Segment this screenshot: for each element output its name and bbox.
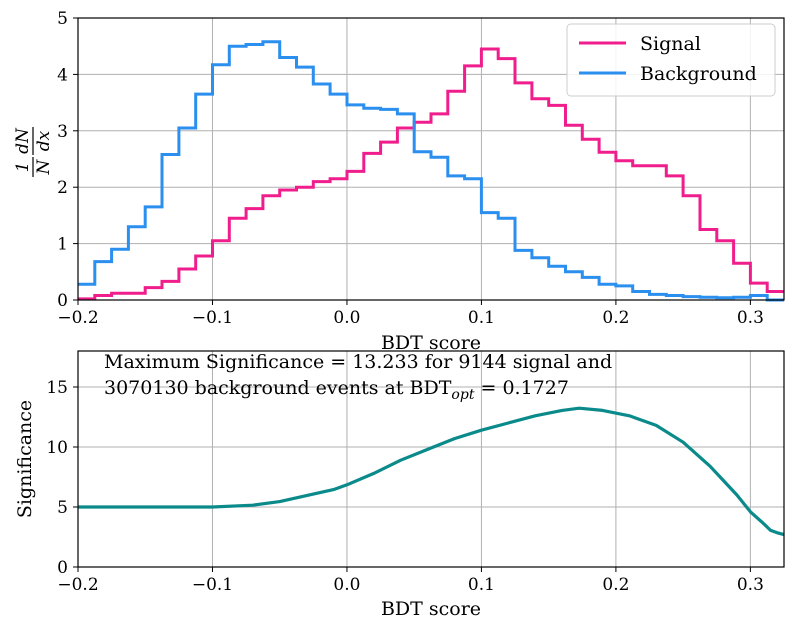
bottom-y-ticks: 0 5 10 15	[46, 378, 78, 578]
legend: Signal Background	[566, 23, 776, 97]
bottom-ytick-label-0: 0	[57, 558, 68, 578]
bottom-ytick-label-1: 5	[57, 498, 68, 518]
annotation-prefix: 3070130 background events at BDT	[104, 377, 452, 399]
top-ytick-label-1: 1	[57, 235, 68, 255]
top-ytick-label-5: 5	[57, 9, 68, 29]
hist-step-signal	[78, 47, 784, 301]
top-ytick-label-4: 4	[57, 65, 68, 85]
y-label-dn: dN	[13, 127, 33, 154]
top-ytick-label-2: 2	[57, 178, 68, 198]
y-label-n: N	[34, 158, 54, 175]
top-xtick-label-4: 0.2	[602, 308, 629, 328]
bottom-ytick-label-3: 15	[46, 378, 68, 398]
bottom-xtick-label-5: 0.3	[737, 575, 764, 595]
bottom-xtick-label-2: 0.0	[333, 575, 360, 595]
bottom-series	[78, 406, 785, 537]
annotation-line-1: Maximum Significance = 13.233 for 9144 s…	[104, 351, 612, 373]
y-label-one: 1	[13, 162, 33, 173]
bottom-x-ticks: −0.2 −0.1 0.0 0.1 0.2 0.3	[57, 567, 764, 595]
legend-label-signal: Signal	[640, 33, 701, 55]
top-ytick-label-3: 3	[57, 122, 68, 142]
bottom-y-axis-label: Significance	[14, 400, 36, 518]
top-xtick-label-3: 0.1	[468, 308, 495, 328]
bottom-ytick-label-2: 10	[46, 438, 68, 458]
bottom-panel: −0.2 −0.1 0.0 0.1 0.2 0.3 0 5 10 15 BDT score Si…	[14, 350, 785, 620]
bottom-xtick-label-3: 0.1	[468, 575, 495, 595]
top-panel: −0.2 −0.1 0.0 0.1 0.2 0.3 0 1 2 3 4 5 BDT score 1 …	[13, 9, 785, 354]
top-ytick-label-0: 0	[57, 291, 68, 311]
significance-line	[78, 406, 785, 537]
annotation-line-2: 3070130 background events at BDTopt = 0.…	[104, 377, 569, 403]
bottom-x-axis-label: BDT score	[381, 598, 481, 620]
top-y-axis-label: 1 N dN dx	[13, 127, 54, 177]
top-x-ticks: −0.2 −0.1 0.0 0.1 0.2 0.3	[57, 300, 764, 328]
hist-step-background	[78, 40, 784, 302]
top-xtick-label-1: −0.1	[192, 308, 233, 328]
bottom-xtick-label-4: 0.2	[602, 575, 629, 595]
top-y-ticks: 0 1 2 3 4 5	[57, 9, 78, 311]
bottom-xtick-label-1: −0.1	[192, 575, 233, 595]
top-xtick-label-0: −0.2	[57, 308, 98, 328]
top-series	[78, 40, 784, 302]
bottom-xtick-label-0: −0.2	[57, 575, 98, 595]
top-axes-frame	[77, 17, 785, 301]
y-label-dx: dx	[34, 130, 54, 151]
top-xtick-label-2: 0.0	[333, 308, 360, 328]
annotation-suffix: = 0.1727	[474, 377, 568, 399]
annotation-subscript: opt	[451, 387, 474, 403]
legend-label-background: Background	[640, 63, 757, 85]
top-xtick-label-5: 0.3	[737, 308, 764, 328]
top-x-axis-label: BDT score	[381, 332, 481, 354]
bottom-axes-frame	[77, 350, 785, 568]
